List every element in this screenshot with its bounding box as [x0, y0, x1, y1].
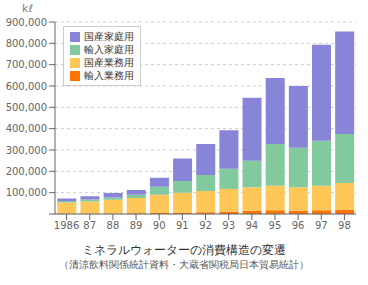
svg-text:87: 87: [83, 220, 96, 231]
svg-text:88: 88: [107, 220, 120, 231]
svg-text:700,000: 700,000: [8, 59, 47, 70]
svg-text:400,000: 400,000: [8, 123, 47, 134]
svg-text:96: 96: [292, 220, 305, 231]
svg-text:kℓ: kℓ: [22, 2, 33, 15]
svg-text:95: 95: [269, 220, 282, 231]
svg-text:300,000: 300,000: [8, 145, 47, 156]
html-text:ミネラルウォーターの消費構造の変遷: ミネラルウォーターの消費構造の変遷: [82, 243, 286, 257]
svg-text:600,000: 600,000: [8, 81, 47, 92]
svg-text:90: 90: [153, 220, 166, 231]
html-text:（清涼飲料関係統計資料・大蔵省関税局日本貿易統計）: （清涼飲料関係統計資料・大蔵省関税局日本貿易統計）: [59, 259, 309, 270]
html-text:国産家庭用: 国産家庭用: [84, 31, 134, 42]
svg-text:92: 92: [199, 220, 212, 231]
html-text:輸入家庭用: 輸入家庭用: [84, 44, 134, 55]
svg-text:93: 93: [222, 220, 235, 231]
svg-text:900,000: 900,000: [8, 17, 47, 28]
svg-text:500,000: 500,000: [8, 102, 47, 113]
html-text:国産業務用: 国産業務用: [84, 57, 134, 68]
svg-text:94: 94: [245, 220, 258, 231]
html-text:輸入業務用: 輸入業務用: [84, 70, 134, 81]
svg-text:800,000: 800,000: [8, 38, 47, 49]
svg-text:89: 89: [130, 220, 143, 231]
svg-text:1986: 1986: [54, 220, 79, 231]
svg-text:98: 98: [338, 220, 351, 231]
svg-text:91: 91: [176, 220, 189, 231]
svg-text:200,000: 200,000: [8, 166, 47, 177]
svg-text:97: 97: [315, 220, 328, 231]
svg-text:100,000: 100,000: [8, 187, 47, 198]
